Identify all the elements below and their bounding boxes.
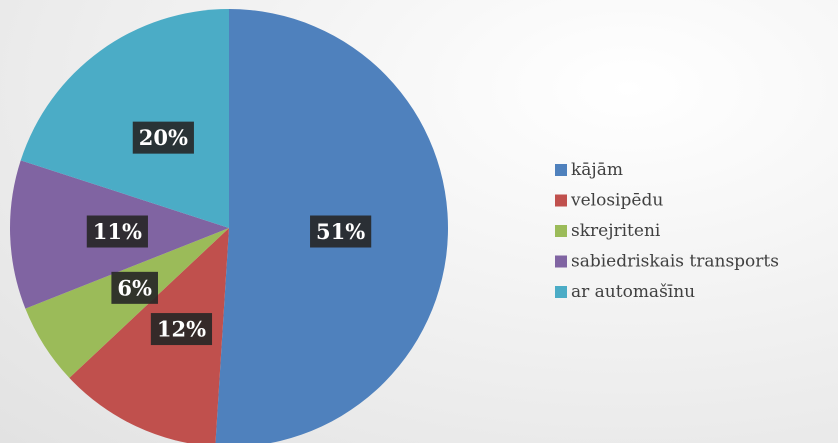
data-label-text: 11% bbox=[93, 219, 142, 244]
data-label-box bbox=[111, 271, 158, 304]
data-label: 51% bbox=[310, 215, 372, 248]
data-label: 6% bbox=[111, 271, 158, 304]
legend-swatch bbox=[555, 286, 567, 298]
data-label: 12% bbox=[150, 313, 213, 346]
legend-swatch bbox=[555, 255, 567, 268]
legend-swatch bbox=[555, 164, 567, 176]
legend-label: kājām bbox=[571, 160, 623, 180]
data-label-text: 51% bbox=[316, 219, 365, 244]
legend-swatch bbox=[555, 194, 567, 207]
pie-slice bbox=[20, 9, 229, 228]
data-label: 11% bbox=[86, 215, 148, 248]
data-label-box bbox=[86, 215, 148, 248]
pie-slice bbox=[69, 228, 229, 443]
legend-label: sabiedriskais transports bbox=[571, 252, 779, 272]
data-label: 20% bbox=[132, 121, 194, 154]
legend-label: velosipēdu bbox=[570, 191, 663, 211]
data-label-text: 12% bbox=[157, 317, 206, 342]
legend-label: ar automašīnu bbox=[571, 282, 695, 302]
data-label-box bbox=[310, 215, 372, 248]
data-label-text: 6% bbox=[117, 275, 152, 300]
legend-label: skrejriteni bbox=[571, 221, 661, 241]
data-label-box bbox=[150, 313, 213, 346]
legend-swatch bbox=[555, 225, 567, 237]
data-label-box bbox=[132, 121, 194, 154]
data-label-text: 20% bbox=[139, 125, 188, 150]
